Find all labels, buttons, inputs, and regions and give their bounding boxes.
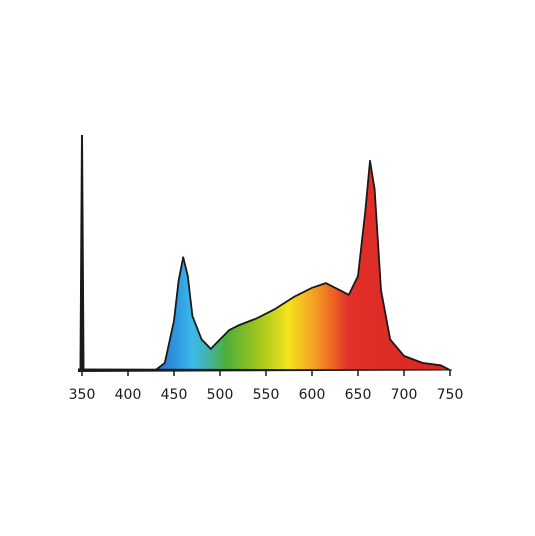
x-tick-label: 700: [391, 387, 418, 403]
plot: 350 400 450 500 550 600 650 700 750: [69, 135, 464, 403]
x-tick-label: 650: [345, 387, 372, 403]
x-tick-label: 350: [69, 387, 96, 403]
x-tick-label: 500: [207, 387, 234, 403]
x-tick-label: 750: [437, 387, 464, 403]
y-axis: [79, 135, 85, 370]
spectrum-line: [82, 159, 451, 371]
x-tick-label: 400: [115, 387, 142, 403]
x-axis: [78, 368, 452, 372]
x-tick-label: 600: [299, 387, 326, 403]
spectrum-area: [82, 160, 450, 370]
x-tick-label: 550: [253, 387, 280, 403]
x-tick-label: 450: [161, 387, 188, 403]
